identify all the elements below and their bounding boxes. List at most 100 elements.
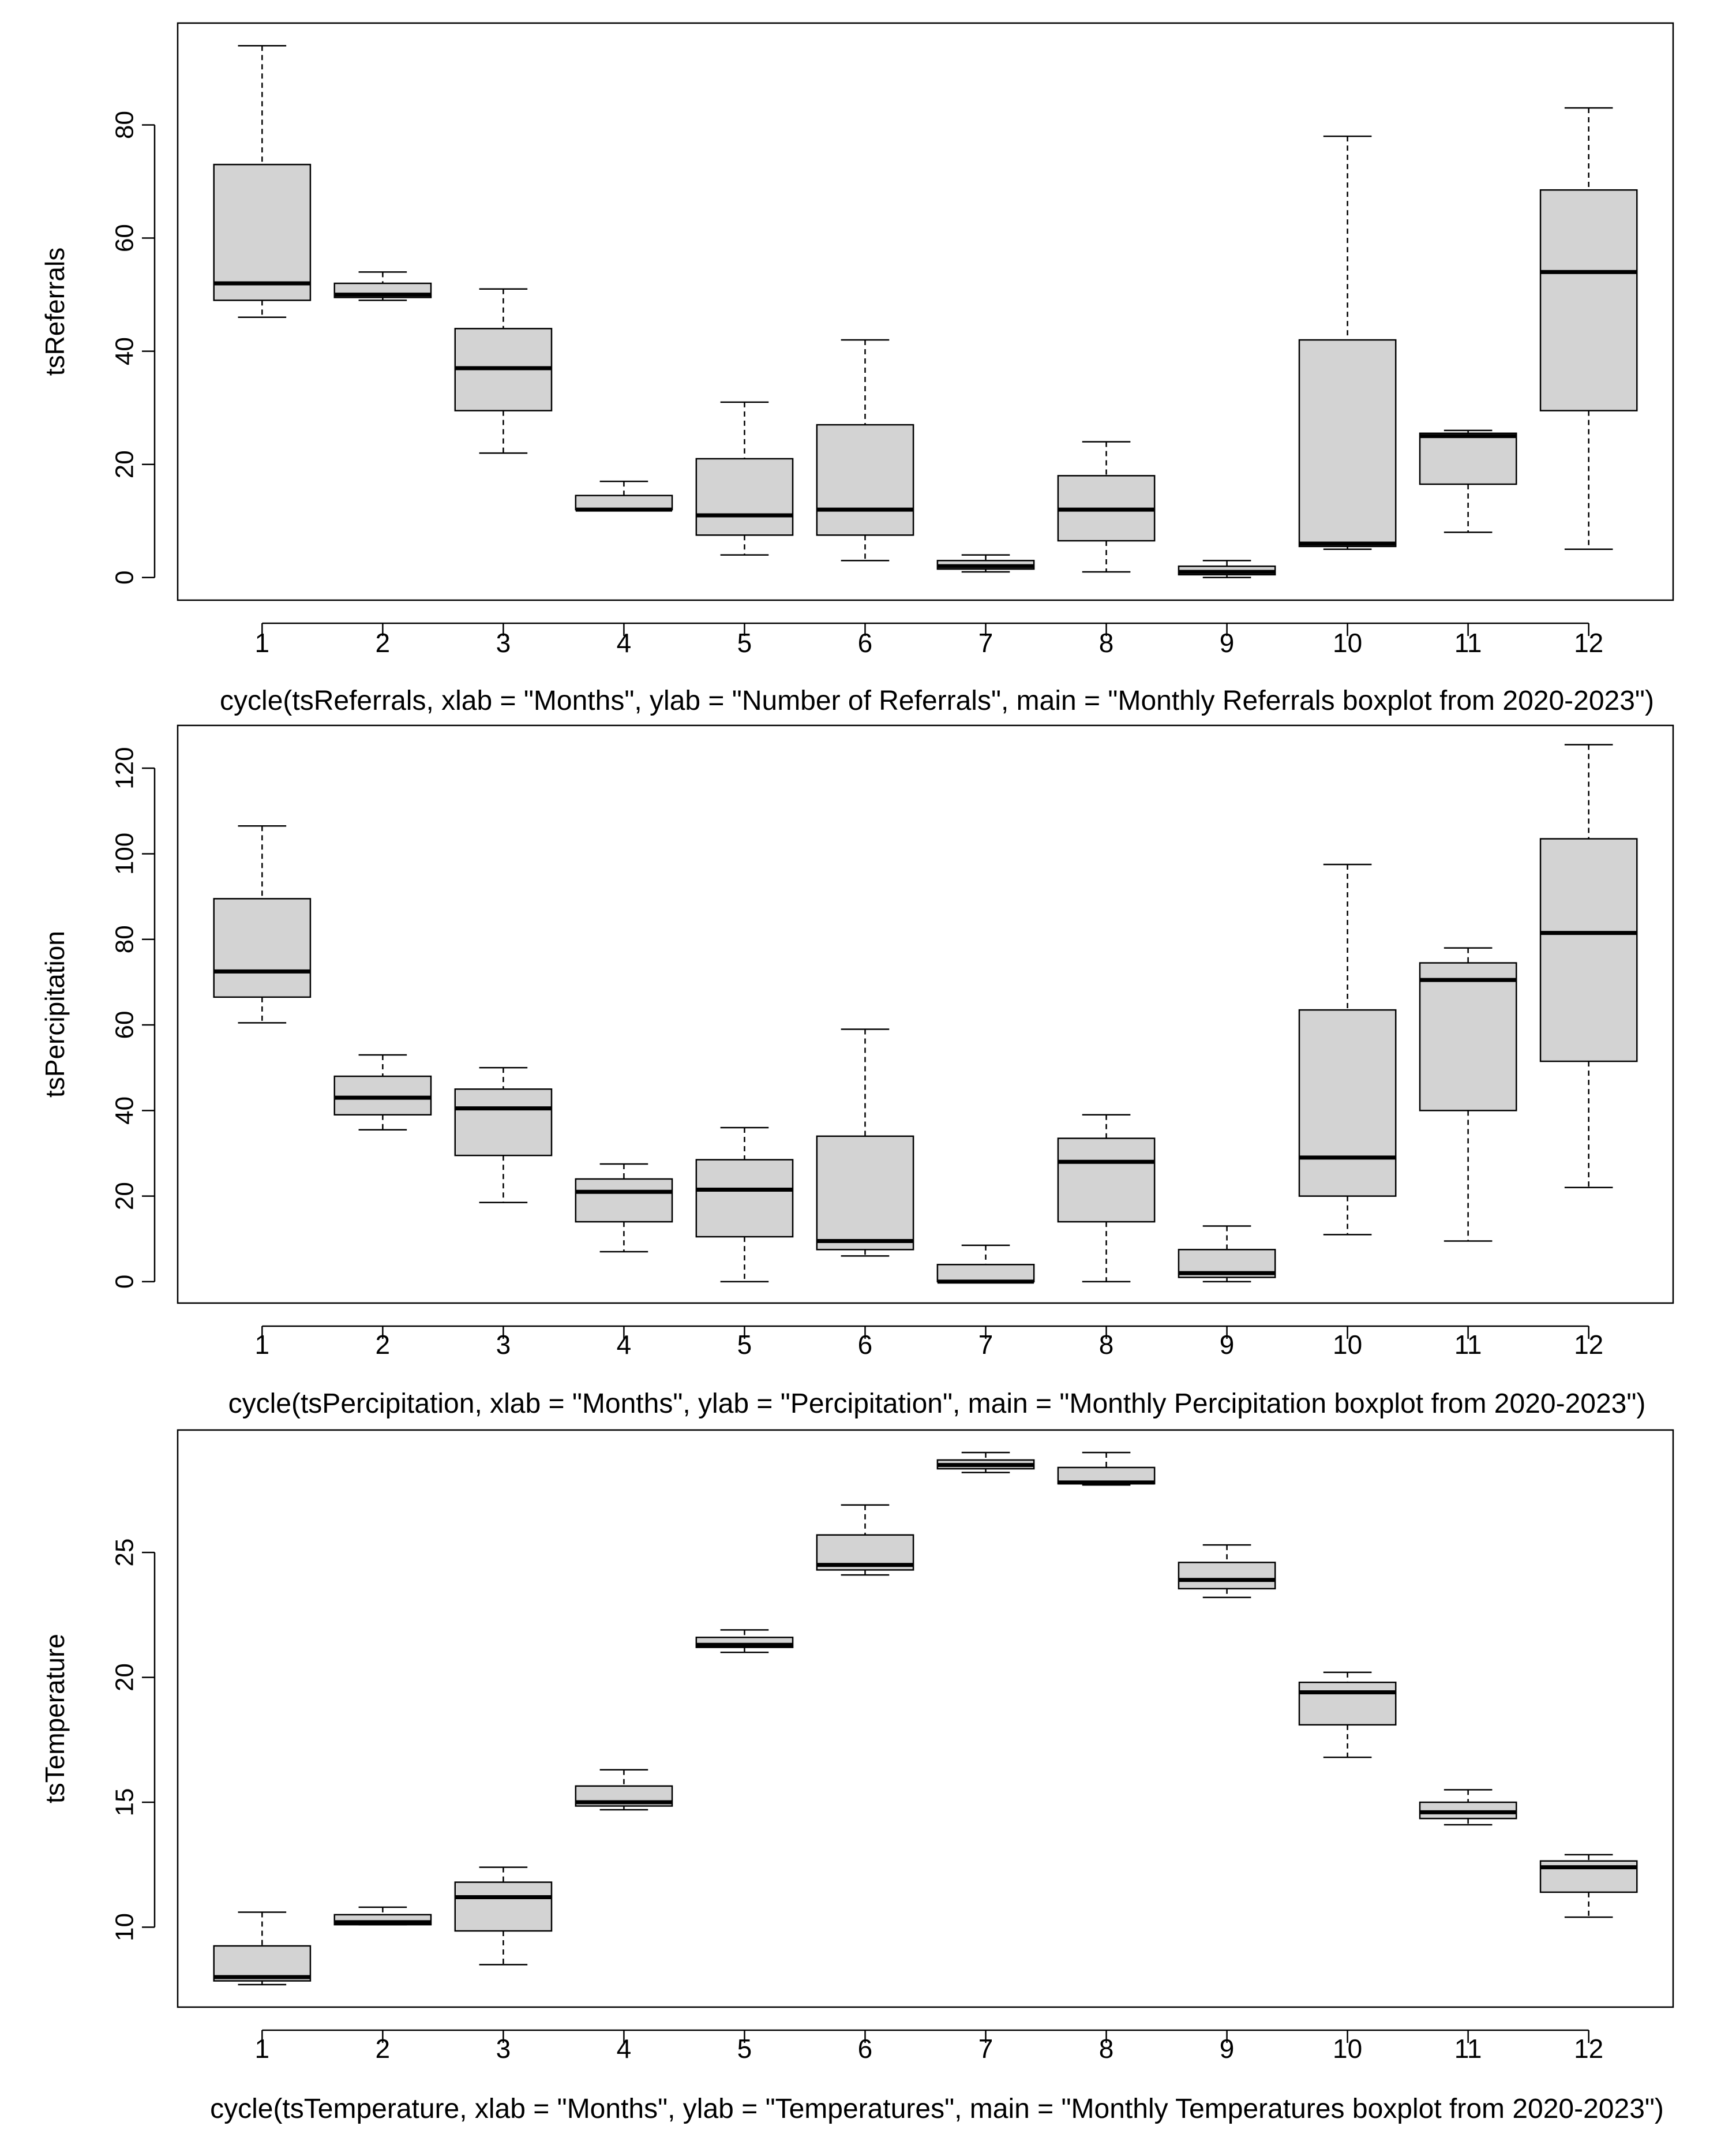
temperature-box-month-11 bbox=[1419, 1789, 1517, 1826]
temperature-box-month-1 bbox=[213, 1911, 312, 1986]
interquartile-box bbox=[816, 1135, 914, 1251]
percipitation-box-month-1 bbox=[213, 825, 312, 1024]
interquartile-box bbox=[1419, 432, 1517, 485]
temperature-box-month-5 bbox=[695, 1629, 794, 1653]
percipitation-box-month-12 bbox=[1539, 744, 1638, 1189]
temperature-x-tick-label: 11 bbox=[1454, 2034, 1482, 2064]
referrals-box-month-4 bbox=[575, 480, 673, 512]
percipitation-box-month-4 bbox=[575, 1163, 673, 1253]
percipitation-box-month-3 bbox=[454, 1066, 553, 1204]
percipitation-x-tick-label: 9 bbox=[1220, 1330, 1235, 1360]
interquartile-box bbox=[1057, 1137, 1156, 1223]
referrals-box-month-12 bbox=[1539, 107, 1638, 551]
referrals-x-tick-label: 12 bbox=[1574, 628, 1603, 658]
referrals-x-tick-label: 7 bbox=[978, 628, 993, 658]
temperature-box-month-3 bbox=[454, 1866, 553, 1966]
referrals-box-month-5 bbox=[695, 401, 794, 556]
temperature-x-tick-label: 4 bbox=[617, 2034, 632, 2064]
interquartile-box bbox=[454, 1881, 553, 1932]
temperature-box-month-8 bbox=[1057, 1451, 1156, 1486]
referrals-box-month-8 bbox=[1057, 441, 1156, 573]
referrals-y-tick-label: 60 bbox=[111, 224, 139, 252]
percipitation-x-tick-label: 12 bbox=[1574, 1330, 1603, 1360]
referrals-y-tick-label: 80 bbox=[111, 111, 139, 139]
referrals-y-tick-label: 40 bbox=[111, 337, 139, 365]
referrals-x-tick-label: 10 bbox=[1333, 628, 1362, 658]
referrals-box-month-10 bbox=[1298, 135, 1397, 551]
referrals-x-axis-label: cycle(tsReferrals, xlab = "Months", ylab… bbox=[220, 686, 1654, 716]
referrals-x-tick-label: 4 bbox=[617, 628, 632, 658]
temperature-y-tick-label: 20 bbox=[111, 1663, 139, 1691]
percipitation-x-tick-label: 6 bbox=[858, 1330, 873, 1360]
referrals-x-tick-label: 2 bbox=[376, 628, 391, 658]
interquartile-box bbox=[1539, 189, 1638, 411]
interquartile-box bbox=[1178, 1562, 1276, 1590]
referrals-box-month-6 bbox=[816, 339, 914, 562]
percipitation-box-month-2 bbox=[333, 1054, 432, 1131]
temperature-y-tick-label: 15 bbox=[111, 1788, 139, 1817]
temperature-box-month-9 bbox=[1178, 1544, 1276, 1599]
temperature-y-tick-label: 25 bbox=[111, 1539, 139, 1567]
temperature-y-axis-label: tsTemperature bbox=[40, 1634, 70, 1803]
temperature-x-axis-label: cycle(tsTemperature, xlab = "Months", yl… bbox=[210, 2094, 1664, 2124]
temperature-x-tick-label: 6 bbox=[858, 2034, 873, 2064]
percipitation-box-month-8 bbox=[1057, 1114, 1156, 1283]
percipitation-x-tick-label: 3 bbox=[496, 1330, 511, 1360]
referrals-y-tick-label: 0 bbox=[111, 571, 139, 585]
percipitation-x-tick-label: 2 bbox=[376, 1330, 391, 1360]
temperature-box-month-10 bbox=[1298, 1671, 1397, 1758]
percipitation-y-tick-label: 0 bbox=[111, 1275, 139, 1289]
percipitation-box-month-9 bbox=[1178, 1225, 1276, 1283]
temperature-plot-frame bbox=[177, 1429, 1674, 2008]
temperature-x-tick-label: 10 bbox=[1333, 2034, 1362, 2064]
interquartile-box bbox=[1298, 1009, 1397, 1197]
interquartile-box bbox=[1298, 1681, 1397, 1726]
interquartile-box bbox=[454, 1088, 553, 1156]
percipitation-plot-frame bbox=[177, 724, 1674, 1304]
referrals-x-tick-label: 9 bbox=[1220, 628, 1235, 658]
interquartile-box bbox=[936, 1264, 1035, 1283]
referrals-box-month-11 bbox=[1419, 429, 1517, 533]
referrals-box-month-9 bbox=[1178, 560, 1276, 579]
percipitation-box-month-10 bbox=[1298, 863, 1397, 1236]
referrals-x-tick-label: 3 bbox=[496, 628, 511, 658]
interquartile-box bbox=[213, 1945, 312, 1982]
temperature-box-month-4 bbox=[575, 1769, 673, 1811]
percipitation-x-tick-label: 11 bbox=[1454, 1330, 1482, 1360]
referrals-box-month-2 bbox=[333, 271, 432, 301]
percipitation-y-tick-label: 120 bbox=[111, 747, 139, 789]
temperature-x-tick-label: 2 bbox=[376, 2034, 391, 2064]
temperature-box-month-12 bbox=[1539, 1854, 1638, 1918]
referrals-box-month-3 bbox=[454, 288, 553, 454]
referrals-x-tick-label: 8 bbox=[1099, 628, 1114, 658]
temperature-x-tick-label: 1 bbox=[255, 2034, 270, 2064]
interquartile-box bbox=[213, 163, 312, 301]
percipitation-box-month-6 bbox=[816, 1028, 914, 1257]
percipitation-x-tick-label: 8 bbox=[1099, 1330, 1114, 1360]
temperature-x-tick-label: 7 bbox=[978, 2034, 993, 2064]
temperature-x-tick-label: 12 bbox=[1574, 2034, 1603, 2064]
interquartile-box bbox=[695, 1159, 794, 1238]
temperature-box-month-2 bbox=[333, 1906, 432, 1926]
interquartile-box bbox=[1419, 962, 1517, 1111]
referrals-y-axis-label: tsReferrals bbox=[40, 248, 70, 376]
temperature-x-tick-label: 8 bbox=[1099, 2034, 1114, 2064]
interquartile-box bbox=[1298, 339, 1397, 548]
percipitation-y-tick-label: 100 bbox=[111, 833, 139, 875]
interquartile-box bbox=[695, 458, 794, 536]
interquartile-box bbox=[1539, 838, 1638, 1062]
referrals-x-tick-label: 1 bbox=[255, 628, 270, 658]
percipitation-y-tick-label: 80 bbox=[111, 925, 139, 953]
interquartile-box bbox=[213, 898, 312, 998]
referrals-y-tick-label: 20 bbox=[111, 450, 139, 478]
referrals-box-month-1 bbox=[213, 44, 312, 319]
percipitation-box-month-7 bbox=[936, 1244, 1035, 1284]
percipitation-y-tick-label: 60 bbox=[111, 1011, 139, 1039]
referrals-plot-frame bbox=[177, 22, 1674, 601]
temperature-box-month-7 bbox=[936, 1451, 1035, 1473]
temperature-x-tick-label: 5 bbox=[737, 2034, 752, 2064]
